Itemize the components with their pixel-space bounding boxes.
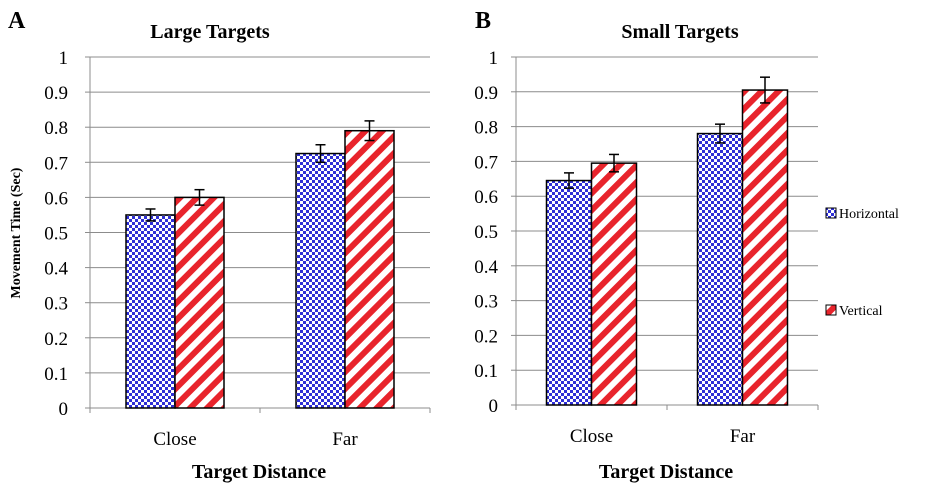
panel-a: A Large Targets Movement Time (Sec) 0 0.1…	[8, 8, 431, 483]
panel-a-ytick-label: 0.7	[44, 153, 68, 174]
panel-a-bar-vertical-close	[174, 196, 225, 409]
legend-label-horizontal: Horizontal	[839, 207, 899, 222]
panel-a-ytick-label: 0.2	[44, 329, 68, 350]
panel-b: B Small Targets 0 0.1 0.2 0.3 0.4 0.5 0.6 0.7 0.…	[474, 8, 819, 483]
panel-b-ytick-label: 0.9	[474, 83, 498, 104]
panel-a-plot: 0 0.1 0.2 0.3 0.4 0.5 0.6 0.7 0.8 0.9 1 Close Far	[44, 48, 431, 450]
legend-item-vertical: Vertical	[825, 304, 883, 319]
panel-a-bar-horizontal-far	[295, 152, 346, 409]
panel-b-letter: B	[475, 8, 491, 34]
panel-a-bar-horizontal-close	[125, 214, 176, 409]
panel-b-ytick-label: 0.4	[474, 257, 498, 278]
panel-b-plot: 0 0.1 0.2 0.3 0.4 0.5 0.6 0.7 0.8 0.9 1 Close Far	[474, 48, 819, 447]
panel-b-title: Small Targets	[621, 21, 738, 43]
panel-b-ytick-label: 0.6	[474, 187, 498, 208]
panel-b-ytick-label: 0.2	[474, 326, 498, 347]
panel-b-bar-vertical-close	[590, 162, 638, 406]
panel-a-title: Large Targets	[150, 21, 270, 43]
panel-b-category-label: Far	[730, 426, 756, 447]
panel-b-ytick-label: 1	[489, 48, 499, 69]
panel-a-ylabel: Movement Time (Sec)	[9, 167, 24, 298]
panel-b-bar-horizontal-far	[696, 132, 744, 406]
panel-a-ytick-label: 0.4	[44, 259, 68, 280]
panel-a-ytick-label: 0.9	[44, 83, 68, 104]
panel-a-ytick-label: 0	[59, 399, 69, 420]
legend: Horizontal Vertical	[825, 207, 899, 319]
panel-b-bar-horizontal-close	[545, 179, 593, 406]
panel-b-xlabel: Target Distance	[599, 461, 733, 483]
panel-b-ytick-label: 0	[489, 396, 499, 417]
panel-a-letter: A	[8, 8, 26, 34]
legend-label-vertical: Vertical	[839, 304, 883, 319]
panel-a-ytick-label: 0.3	[44, 294, 68, 315]
panel-a-ytick-label: 0.1	[44, 364, 68, 385]
legend-item-horizontal: Horizontal	[825, 207, 899, 222]
panel-a-category-label: Far	[332, 429, 358, 450]
panel-b-ytick-label: 0.8	[474, 118, 498, 139]
panel-a-ytick-label: 0.8	[44, 118, 68, 139]
panel-b-ytick-label: 0.7	[474, 152, 498, 173]
panel-a-bar-vertical-far	[344, 129, 395, 409]
panel-a-ytick-label: 0.5	[44, 224, 68, 245]
panel-b-bar-vertical-far	[741, 89, 789, 406]
legend-swatch-horizontal	[825, 207, 837, 219]
panel-b-ytick-label: 0.1	[474, 361, 498, 382]
panel-a-ytick-label: 1	[59, 48, 69, 69]
panel-b-ytick-label: 0.3	[474, 292, 498, 313]
panel-a-category-label: Close	[153, 429, 196, 450]
panel-b-ytick-label: 0.5	[474, 222, 498, 243]
panel-b-category-label: Close	[570, 426, 613, 447]
legend-swatch-vertical	[825, 304, 837, 316]
panel-a-ytick-label: 0.6	[44, 188, 68, 209]
panel-a-xlabel: Target Distance	[192, 461, 326, 483]
